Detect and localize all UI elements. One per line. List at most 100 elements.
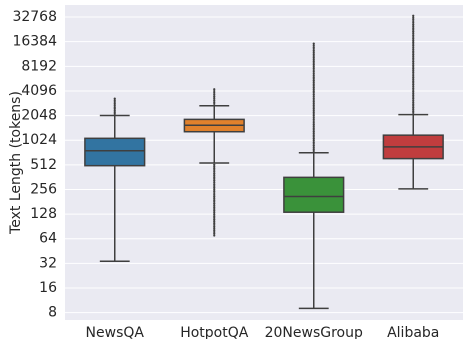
outlier-point — [412, 55, 415, 58]
outlier-point — [312, 142, 315, 146]
outlier-point — [312, 128, 315, 131]
outlier-point — [312, 68, 315, 72]
outlier-point — [312, 42, 315, 45]
outlier-point — [412, 14, 415, 17]
outlier-point — [312, 125, 315, 128]
outlier-point — [113, 105, 116, 109]
box-newsqa — [84, 97, 146, 262]
outlier-point — [412, 78, 415, 81]
outlier-point — [312, 93, 315, 96]
outlier-point — [213, 227, 216, 230]
outlier-point — [312, 132, 315, 135]
outlier-point — [213, 165, 216, 168]
outlier-point — [312, 105, 315, 109]
outlier-point — [213, 174, 216, 177]
y-tick-label: 128 — [30, 206, 57, 222]
outlier-point — [412, 44, 415, 47]
outlier-point — [312, 118, 315, 121]
outlier-point — [213, 188, 216, 191]
y-tick-label: 8 — [48, 305, 57, 321]
outlier-point — [412, 111, 415, 115]
outlier-point — [113, 109, 116, 112]
outlier-point — [113, 100, 116, 104]
outlier-point — [213, 177, 216, 180]
outlier-point — [213, 234, 216, 237]
outlier-point — [213, 170, 216, 173]
outlier-point — [213, 223, 216, 227]
outlier-point — [312, 91, 315, 95]
outlier-point — [412, 69, 415, 72]
outlier-point — [412, 16, 415, 19]
outlier-point — [412, 85, 415, 88]
outlier-point — [213, 216, 216, 219]
outlier-point — [412, 102, 415, 106]
iqr-box — [84, 137, 146, 167]
outlier-point — [412, 34, 415, 37]
outlier-point — [412, 72, 415, 76]
outlier-point — [312, 53, 315, 56]
outlier-point — [213, 191, 216, 195]
outlier-point — [412, 28, 415, 31]
outlier-point — [412, 87, 415, 90]
outlier-point — [412, 57, 415, 60]
outlier-point — [213, 183, 216, 186]
outlier-point — [113, 97, 116, 100]
outlier-point — [312, 97, 315, 100]
outlier-point — [312, 49, 315, 52]
outlier-point — [213, 222, 216, 225]
outlier-point — [312, 107, 315, 110]
outlier-point — [213, 91, 216, 94]
outlier-point — [312, 148, 315, 151]
outlier-point — [312, 116, 315, 119]
outlier-point — [213, 204, 216, 207]
outlier-point — [312, 100, 315, 103]
outlier-point — [312, 112, 315, 116]
outlier-point — [213, 88, 216, 91]
outlier-point — [213, 95, 216, 98]
outlier-point — [113, 102, 116, 105]
outlier-point — [412, 58, 415, 62]
outlier-point — [412, 95, 415, 99]
outlier-point — [213, 179, 216, 182]
outlier-point — [213, 163, 216, 166]
outlier-point — [412, 64, 415, 67]
outlier-point — [312, 134, 315, 137]
outlier-point — [312, 88, 315, 91]
outlier-point — [312, 54, 315, 58]
outlier-point — [412, 23, 415, 26]
y-axis-label: Text Length (tokens) — [8, 91, 24, 235]
box-hotpotqa — [183, 88, 245, 237]
outlier-point — [312, 90, 315, 93]
outlier-point — [412, 83, 415, 86]
outlier-point — [213, 206, 216, 209]
outlier-point — [412, 49, 415, 53]
outlier-point — [412, 97, 415, 100]
outlier-point — [412, 32, 415, 35]
outlier-point — [312, 126, 315, 130]
outlier-point — [213, 230, 216, 234]
outlier-point — [113, 104, 116, 107]
outlier-point — [412, 46, 415, 49]
boxes — [84, 14, 444, 310]
x-tick-label: 20NewsGroup — [265, 325, 363, 339]
outlier-point — [312, 83, 315, 86]
outlier-point — [312, 44, 315, 47]
outlier-point — [312, 109, 315, 112]
outlier-point — [412, 80, 415, 83]
outlier-point — [312, 135, 315, 138]
outlier-point — [312, 121, 315, 124]
outlier-point — [312, 119, 315, 123]
outlier-point — [312, 74, 315, 77]
outlier-point — [312, 75, 315, 79]
outlier-point — [213, 200, 216, 204]
outlier-point — [312, 114, 315, 117]
outlier-point — [213, 190, 216, 193]
outlier-point — [213, 209, 216, 212]
outlier-point — [213, 197, 216, 200]
iqr-box — [283, 176, 345, 213]
outlier-point — [312, 84, 315, 87]
outlier-point — [412, 90, 415, 93]
box-alibaba — [382, 14, 444, 190]
outlier-point — [412, 53, 415, 56]
